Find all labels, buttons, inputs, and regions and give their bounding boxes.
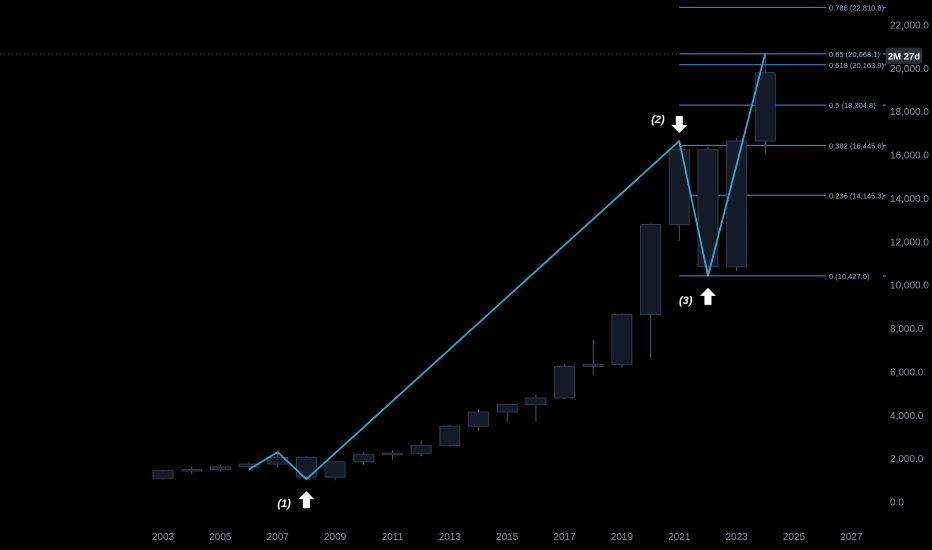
candle bbox=[697, 146, 719, 276]
candle-body bbox=[353, 453, 375, 463]
y-tick-label: 12,000.0 bbox=[890, 237, 929, 248]
wave-label: (3) bbox=[679, 295, 693, 307]
wave-marker: (2) bbox=[651, 114, 688, 133]
x-tick-label: 2019 bbox=[611, 532, 634, 543]
y-tick-label: 16,000.0 bbox=[890, 151, 929, 162]
candle-body bbox=[496, 403, 518, 413]
candle-body bbox=[439, 425, 461, 447]
candle bbox=[668, 144, 690, 241]
x-tick-label: 2007 bbox=[267, 532, 290, 543]
wave-marker: (3) bbox=[679, 287, 716, 307]
x-tick-label: 2027 bbox=[840, 532, 863, 543]
y-tick-label: 8,000.0 bbox=[890, 324, 924, 335]
candle-body bbox=[381, 452, 403, 456]
wave-label: (2) bbox=[651, 114, 665, 126]
y-tick-label: 14,000.0 bbox=[890, 194, 929, 205]
candle-body bbox=[152, 470, 174, 479]
fib-level-label: 0.786 (22,810.8) bbox=[829, 3, 885, 12]
candle-body bbox=[640, 223, 662, 315]
fib-level-label: 0 (10,427.0) bbox=[829, 272, 870, 281]
fib-level-label: 0.618 (20,163.9) bbox=[829, 61, 885, 70]
candle-body bbox=[209, 466, 231, 470]
countdown-badge: 2M 27d bbox=[886, 47, 922, 64]
candle bbox=[238, 461, 260, 472]
candle-body bbox=[295, 457, 317, 478]
candle-body bbox=[554, 365, 576, 399]
candle-body bbox=[668, 149, 690, 225]
y-tick-label: 10,000.0 bbox=[890, 281, 929, 292]
zigzag-overlay bbox=[248, 52, 767, 481]
candle bbox=[209, 464, 231, 472]
candle bbox=[496, 403, 518, 422]
x-tick-label: 2021 bbox=[668, 532, 691, 543]
fib-level-label: 0.236 (14,145.3) bbox=[829, 191, 885, 200]
candle-body bbox=[754, 72, 776, 142]
candle bbox=[324, 460, 346, 481]
x-tick-label: 2025 bbox=[783, 532, 806, 543]
candle-body bbox=[410, 445, 432, 454]
candle-body bbox=[468, 411, 489, 427]
candlestick-series bbox=[152, 53, 776, 481]
y-tick-label: 2,000.0 bbox=[890, 454, 924, 465]
badge-label: 2M 27d bbox=[888, 51, 920, 62]
candle bbox=[754, 53, 776, 155]
candle-body bbox=[697, 149, 719, 268]
fib-level-label: 0.382 (16,445.6) bbox=[829, 141, 885, 150]
candle bbox=[295, 456, 317, 481]
arrow-up-icon bbox=[699, 287, 716, 305]
badge-background bbox=[886, 47, 922, 64]
candle bbox=[468, 409, 489, 431]
wave-markers: (1) (2) (3) bbox=[277, 114, 716, 510]
candle-body bbox=[611, 313, 633, 365]
y-tick-label: 0.0 bbox=[890, 498, 904, 509]
x-tick-label: 2005 bbox=[209, 532, 232, 543]
x-tick-label: 2023 bbox=[726, 532, 749, 543]
candle bbox=[726, 137, 748, 272]
fib-level-label: 0.5 (18,304.8) bbox=[829, 101, 876, 110]
candle bbox=[410, 440, 432, 457]
candle bbox=[439, 425, 461, 447]
zigzag-line bbox=[248, 52, 767, 481]
candle-body bbox=[582, 363, 604, 367]
x-tick-label: 2003 bbox=[152, 532, 175, 543]
arrow-down-icon bbox=[671, 115, 688, 133]
candle-body bbox=[726, 140, 748, 268]
candle bbox=[353, 452, 375, 466]
candle bbox=[381, 449, 403, 460]
candle bbox=[181, 466, 203, 474]
candle bbox=[525, 394, 547, 422]
candle-body bbox=[324, 461, 346, 478]
y-tick-label: 22,000.0 bbox=[890, 21, 929, 32]
time-axis[interactable]: 2003 2005 2007 2009 2011 2013 2015 2017 2019 2021… bbox=[152, 532, 863, 543]
y-tick-label: 4,000.0 bbox=[890, 411, 924, 422]
fibonacci-levels: 0.786 (22,810.8) 0.65 (20,668.1) 0.618 (20… bbox=[679, 3, 886, 281]
fib-level-label: 0.65 (20,668.1) bbox=[829, 50, 880, 59]
arrow-up-icon bbox=[298, 491, 315, 509]
x-tick-label: 2017 bbox=[553, 532, 576, 543]
candle bbox=[554, 364, 576, 400]
y-tick-label: 18,000.0 bbox=[890, 107, 929, 118]
candle bbox=[582, 339, 604, 376]
candle bbox=[640, 223, 662, 359]
candle bbox=[611, 313, 633, 368]
candle-body bbox=[238, 463, 260, 468]
x-tick-label: 2011 bbox=[382, 532, 404, 543]
y-tick-label: 6,000.0 bbox=[890, 367, 924, 378]
candle-body bbox=[181, 468, 203, 472]
x-tick-label: 2015 bbox=[496, 532, 519, 543]
candle bbox=[152, 469, 174, 480]
wave-label: (1) bbox=[277, 498, 291, 510]
y-tick-label: 20,000.0 bbox=[890, 64, 929, 75]
price-axis[interactable]: 0.0 2,000.0 4,000.0 6,000.0 8,000.0 10,000.0 1… bbox=[890, 21, 929, 509]
x-tick-label: 2009 bbox=[324, 532, 347, 543]
candle-body bbox=[525, 397, 547, 405]
x-tick-label: 2013 bbox=[439, 532, 462, 543]
wave-marker: (1) bbox=[277, 491, 315, 510]
